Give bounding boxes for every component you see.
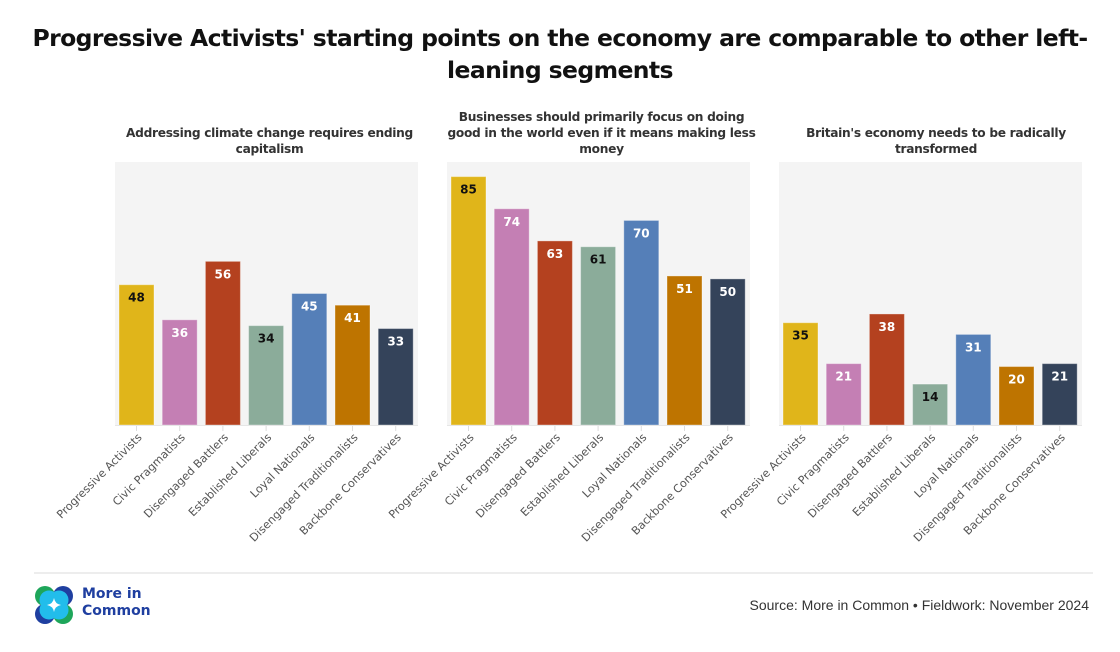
brand-line-1: More in [82,586,142,602]
panel-2-subtitle: Businesses should primarily focus on doi… [447,110,756,156]
x-tick-label: Established Liberals [850,431,938,519]
data-label: 21 [835,370,852,384]
data-label: 38 [879,320,896,334]
x-tick-label: Established Liberals [186,431,274,519]
x-tick-label: Disengaged Battlers [141,431,231,521]
data-label: 50 [719,285,736,299]
data-label: 63 [547,247,564,261]
x-tick-label: Civic Pragmatists [442,431,520,509]
x-tick-label: Civic Pragmatists [110,431,188,509]
bar [868,313,905,426]
data-label: 48 [128,291,145,305]
bar [623,219,660,426]
bar [782,322,819,426]
bar [248,325,285,426]
brand-name: More in Common [82,586,151,620]
bar [1041,363,1078,426]
bar [536,240,573,426]
data-label: 45 [301,300,318,314]
bar [998,366,1035,426]
data-label: 35 [792,329,809,343]
bar [709,278,746,426]
x-tick-label: Progressive Activists [718,431,808,521]
data-label: 85 [460,183,477,197]
bar [204,260,241,426]
data-label: 74 [503,215,520,229]
brand-line-2: Common [82,603,151,619]
bar [666,275,703,426]
data-label: 36 [171,326,188,340]
data-label: 70 [633,226,650,240]
source-note: Source: More in Common • Fieldwork: Nove… [749,597,1089,613]
chart-title: Progressive Activists' starting points o… [32,24,1088,84]
more-in-common-logo-icon [35,586,73,624]
bar [912,383,949,426]
data-label: 14 [922,390,939,404]
data-label: 41 [344,311,361,325]
panel-3-subtitle: Britain's economy needs to be radically … [806,126,1066,156]
bar [450,176,487,426]
data-label: 20 [1008,373,1025,387]
data-label: 61 [590,253,607,267]
bar [955,333,992,426]
x-tick-label: Disengaged Battlers [805,431,895,521]
bar [291,293,328,426]
x-tick-label: Progressive Activists [54,431,144,521]
data-label: 21 [1051,370,1068,384]
x-tick-label: Civic Pragmatists [774,431,852,509]
x-tick-label: Disengaged Battlers [473,431,563,521]
bar [377,328,414,426]
bar-charts: 48 Progressive Activists 36 Civic Pragmatis… [54,162,1082,544]
panel-1-subtitle: Addressing climate change requires endin… [126,126,413,156]
data-label: 33 [387,335,404,349]
bar [161,319,198,426]
data-label: 31 [965,340,982,354]
x-tick-label: Established Liberals [518,431,606,519]
bar [580,246,617,426]
bar [118,284,155,426]
data-label: 51 [676,282,693,296]
bar [493,208,530,426]
x-tick-label: Progressive Activists [386,431,476,521]
data-label: 34 [258,332,275,346]
data-label: 56 [215,267,232,281]
footer-divider [34,572,1093,574]
